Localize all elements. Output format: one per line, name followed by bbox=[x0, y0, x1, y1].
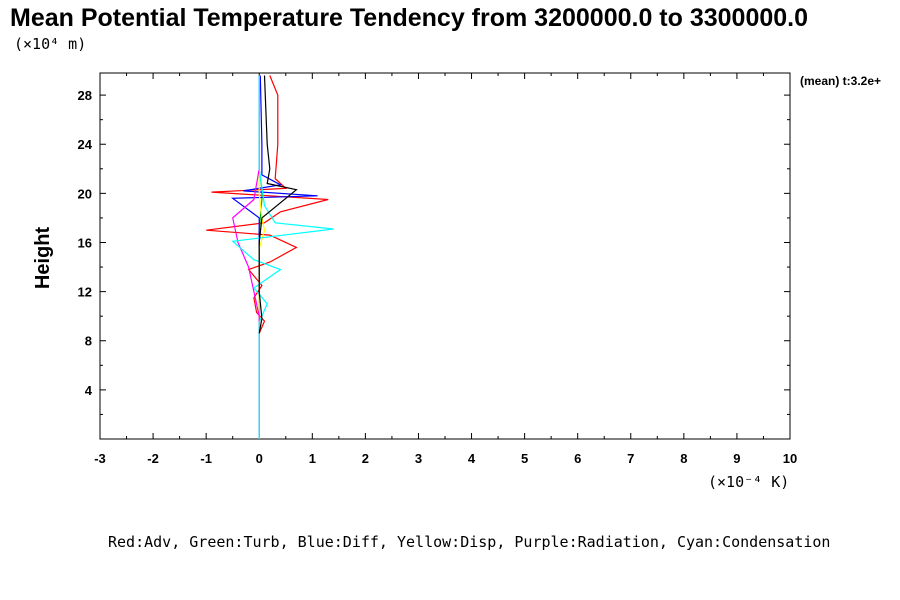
x-tick-label: 0 bbox=[256, 451, 263, 466]
series-line-total bbox=[258, 75, 298, 334]
chart-title: Mean Potential Temperature Tendency from… bbox=[10, 4, 808, 32]
x-tick-label: 2 bbox=[362, 451, 369, 466]
x-tick-labels: -3 -2 -1 0 1 2 3 4 5 6 7 8 9 10 bbox=[94, 451, 797, 466]
y-tick-label: 4 bbox=[85, 383, 93, 398]
side-note: (mean) t:3.2e+ bbox=[800, 74, 881, 88]
y-tick-label: 28 bbox=[78, 88, 92, 103]
x-tick-label: 8 bbox=[680, 451, 687, 466]
x-tick-label: 6 bbox=[574, 451, 581, 466]
y-tick-label: 20 bbox=[78, 186, 92, 201]
x-tick-label: 9 bbox=[733, 451, 740, 466]
x-unit-label: (×10⁻⁴ K) bbox=[708, 473, 789, 491]
y-tick-label: 24 bbox=[78, 137, 93, 152]
series-line-diff bbox=[230, 75, 318, 439]
y-axis-label: Height bbox=[32, 227, 54, 290]
x-tick-label: 5 bbox=[521, 451, 528, 466]
y-tick-label: 16 bbox=[78, 235, 92, 250]
x-tick-label: -3 bbox=[94, 451, 106, 466]
x-tick-label: 3 bbox=[415, 451, 422, 466]
y-unit-label: (×10⁴ m) bbox=[14, 35, 86, 53]
x-tick-label: 10 bbox=[783, 451, 797, 466]
axis-ticks bbox=[99, 73, 791, 439]
y-tick-labels: 4 8 12 16 20 24 28 bbox=[78, 88, 93, 398]
series-layer bbox=[206, 75, 334, 439]
x-tick-label: 4 bbox=[468, 451, 476, 466]
x-tick-label: 1 bbox=[309, 451, 316, 466]
series-line-adv bbox=[206, 75, 329, 439]
series-line-condensation bbox=[231, 75, 334, 439]
x-tick-label: -1 bbox=[200, 451, 212, 466]
x-tick-label: -2 bbox=[147, 451, 159, 466]
y-tick-label: 8 bbox=[85, 334, 92, 349]
series-line-radiation bbox=[232, 75, 260, 439]
x-tick-label: 7 bbox=[627, 451, 634, 466]
y-tick-label: 12 bbox=[78, 285, 92, 300]
legend-text: Red:Adv, Green:Turb, Blue:Diff, Yellow:D… bbox=[108, 533, 830, 551]
plot-frame bbox=[99, 72, 791, 440]
